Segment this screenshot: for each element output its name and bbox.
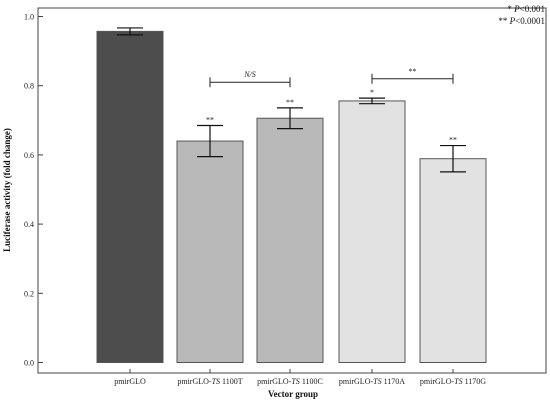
x-tick-label: pmirGLO [114, 377, 146, 386]
comparison-bracket: ** [371, 67, 454, 84]
legend-stars: * [507, 4, 514, 14]
error-bar [117, 27, 143, 36]
bar [256, 117, 324, 363]
x-label-prefix: pmirGLO- [339, 377, 374, 386]
error-bar [440, 144, 466, 173]
bracket-label: ** [409, 67, 417, 76]
significance-marker: ** [286, 98, 294, 107]
x-label-italic: TS [373, 377, 381, 386]
y-tick-label: 0.6 [24, 151, 34, 160]
error-bar [359, 97, 385, 105]
legend-p: P [513, 4, 520, 14]
significance-marker: ** [449, 136, 457, 145]
plot-frame [37, 7, 547, 374]
bracket-label: N/S [243, 70, 256, 79]
legend-p: P [509, 16, 516, 26]
x-tick-label: pmirGLO-TS 1170G [420, 377, 486, 386]
x-tick-label: pmirGLO-TS 1170A [339, 377, 405, 386]
legend-entry: ** P<0.0001 [498, 16, 545, 26]
y-tick-label: 1.0 [24, 13, 34, 22]
x-label-prefix: pmirGLO [114, 377, 146, 386]
x-label-italic: TS [454, 377, 462, 386]
x-tick-label: pmirGLO-TS 1100T [177, 377, 242, 386]
x-label-prefix: pmirGLO- [420, 377, 455, 386]
y-tick-label: 0.4 [24, 220, 34, 229]
x-label-suffix: 1100C [300, 377, 323, 386]
axes [37, 7, 547, 374]
bars [96, 30, 487, 364]
x-label-prefix: pmirGLO- [257, 377, 292, 386]
x-label-suffix: 1100T [220, 377, 243, 386]
y-tick-label: 0.0 [24, 359, 34, 368]
bar [176, 140, 244, 363]
legend-entry: * P<0.001 [507, 4, 545, 14]
x-tick-label: pmirGLO-TS 1100C [257, 377, 323, 386]
annotations: *******N/S ** [206, 67, 457, 145]
legend-threshold: <0.001 [520, 4, 545, 14]
error-bar [197, 124, 223, 158]
x-tick-labels: pmirGLO pmirGLO-TS 1100T pmirGLO-TS 1100C p… [114, 377, 486, 386]
x-label-italic: TS [212, 377, 220, 386]
error-bars [117, 27, 466, 173]
x-label-italic: TS [291, 377, 299, 386]
x-label-suffix: 1170G [463, 377, 487, 386]
significance-legend: * P<0.001** P<0.0001 [498, 4, 545, 26]
comparison-bracket: N/S [209, 70, 291, 88]
x-axis-title: Vector group [268, 389, 318, 399]
significance-marker: ** [206, 115, 214, 124]
x-label-prefix: pmirGLO- [177, 377, 212, 386]
legend-stars: ** [498, 16, 509, 26]
error-bar [277, 107, 303, 130]
y-tick-labels: 0.0 0.2 0.4 0.6 0.8 1.0 [24, 13, 34, 368]
bar [419, 158, 487, 363]
legend-threshold: <0.0001 [515, 16, 545, 26]
x-label-suffix: 1170A [382, 377, 406, 386]
y-tick-label: 0.2 [24, 289, 34, 298]
significance-marker: * [370, 88, 374, 97]
y-tick-label: 0.8 [24, 82, 34, 91]
bar [96, 30, 164, 364]
y-axis-title: Luciferase activity (fold change) [2, 128, 12, 252]
bar [338, 100, 406, 363]
